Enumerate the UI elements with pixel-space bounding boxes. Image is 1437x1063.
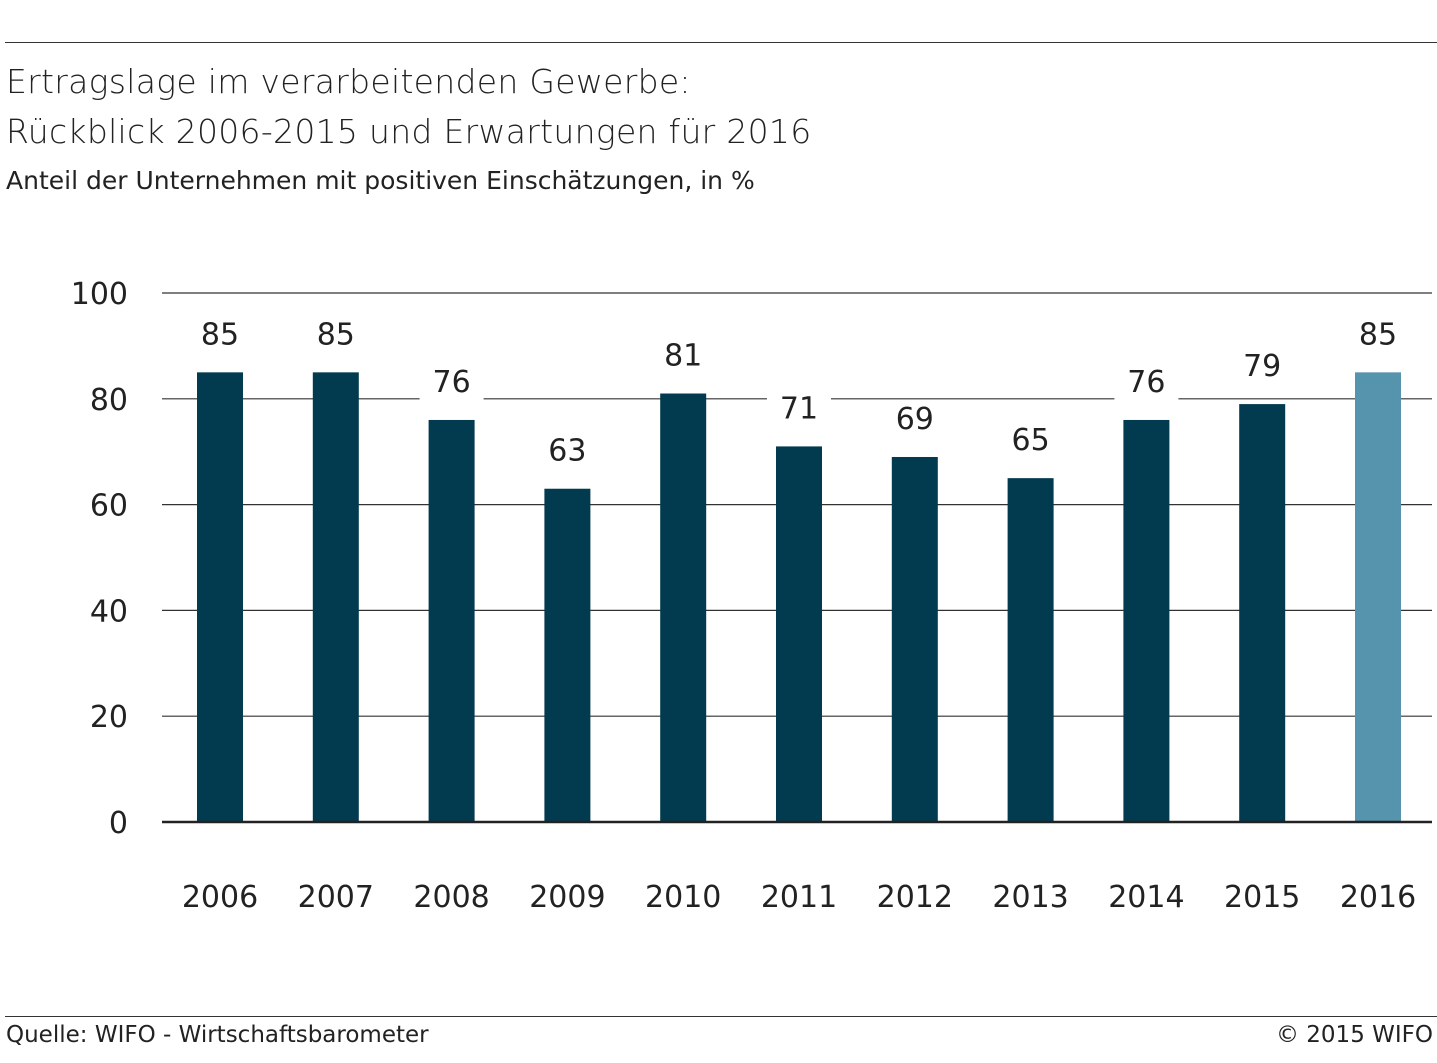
chart-title-line-2: Rückblick 2006-2015 und Erwartungen für … <box>6 112 812 151</box>
data-label-background <box>1230 349 1295 386</box>
bar-2011 <box>776 446 822 822</box>
data-label-background <box>303 317 368 354</box>
data-label-background <box>188 317 252 354</box>
bar-2013 <box>1007 478 1054 822</box>
top-rule <box>5 42 1437 43</box>
bar-2006 <box>197 372 243 822</box>
source-note: Quelle: WIFO - Wirtschaftsbarometer <box>6 1022 429 1048</box>
chart-title-line-1: Ertragslage im verarbeitenden Gewerbe: <box>6 62 691 101</box>
x-tick-label: 2015 <box>1224 880 1300 915</box>
data-label: 81 <box>664 339 702 374</box>
bar-2016 <box>1355 372 1401 822</box>
data-label-background <box>1114 364 1179 401</box>
bar-2015 <box>1239 404 1286 822</box>
data-label: 76 <box>433 365 471 400</box>
x-tick-label: 2013 <box>992 880 1068 915</box>
x-tick-label: 2010 <box>645 880 721 915</box>
data-label-background <box>767 391 831 428</box>
x-tick-label: 2012 <box>877 880 953 915</box>
data-label: 63 <box>548 434 586 469</box>
bar-2009 <box>544 488 591 822</box>
bars <box>197 372 1401 822</box>
data-label: 71 <box>780 391 818 426</box>
axes: 0 20 40 60 80 100 2006 2007 2008 2009 2010 2011 2012… <box>71 277 1432 915</box>
data-label-background <box>651 338 716 375</box>
x-tick-label: 2008 <box>413 880 489 915</box>
data-label: 85 <box>1359 317 1397 352</box>
y-tick-label: 40 <box>90 594 128 629</box>
x-tick-label: 2014 <box>1108 880 1184 915</box>
chart-subtitle: Anteil der Unternehmen mit positiven Ein… <box>6 166 755 195</box>
x-tick-label: 2006 <box>182 880 258 915</box>
data-label: 69 <box>896 402 934 437</box>
copyright-note: © 2015 WIFO <box>1275 1022 1433 1048</box>
data-labels: 85 85 76 63 81 71 69 65 76 79 85 <box>188 317 1410 470</box>
data-label-background <box>1346 317 1410 354</box>
data-label-background <box>419 364 484 401</box>
y-tick-label: 100 <box>71 277 128 312</box>
x-tick-label: 2011 <box>761 880 837 915</box>
bar-2007 <box>312 372 359 822</box>
y-tick-label: 60 <box>90 489 128 524</box>
data-label-background <box>882 401 947 438</box>
bar-2010 <box>660 393 707 822</box>
x-tick-label: 2007 <box>298 880 374 915</box>
data-label-background <box>535 433 600 470</box>
data-label: 65 <box>1012 423 1050 458</box>
y-tick-label: 0 <box>109 806 128 841</box>
data-label: 76 <box>1127 365 1165 400</box>
data-label-background <box>998 423 1063 460</box>
data-label: 85 <box>317 317 355 352</box>
bar-2012 <box>891 456 938 822</box>
bottom-rule <box>5 1016 1437 1017</box>
data-label: 85 <box>201 317 239 352</box>
bar-2014 <box>1123 419 1170 822</box>
bar-2008 <box>428 419 475 822</box>
y-tick-label: 20 <box>90 700 128 735</box>
data-label: 79 <box>1243 349 1281 384</box>
y-tick-label: 80 <box>90 383 128 418</box>
x-tick-label: 2009 <box>529 880 605 915</box>
x-tick-label: 2016 <box>1340 880 1416 915</box>
